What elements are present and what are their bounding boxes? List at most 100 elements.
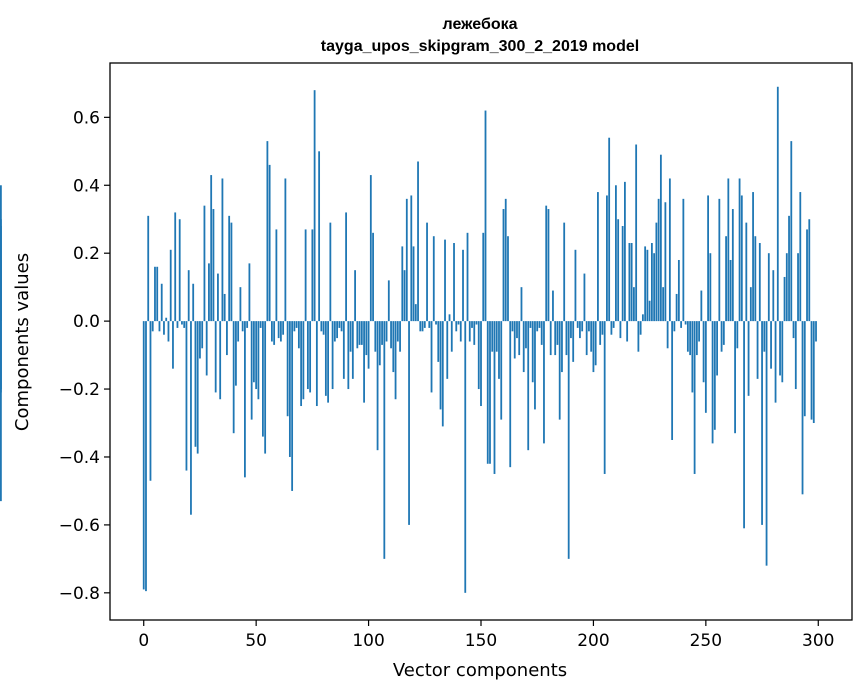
- bar-component-281: [774, 321, 777, 403]
- bar-component-265: [738, 178, 741, 322]
- bar-component-164: [511, 321, 514, 332]
- bar-component-33: [217, 273, 219, 322]
- bar-component-244: [691, 321, 694, 393]
- x-tick-label: 200: [577, 631, 609, 651]
- bar-component-225: [648, 300, 651, 322]
- bar-component-170: [525, 321, 527, 349]
- bar-component-140: [457, 321, 460, 325]
- bar-component-26: [201, 321, 204, 349]
- bar-component-155: [491, 321, 494, 352]
- x-axis-ticks: 0 50 100 150 200 250 300: [138, 620, 834, 651]
- bar-component-213: [621, 226, 624, 322]
- bar-component-158: [498, 321, 500, 379]
- bar-component-93: [351, 321, 354, 379]
- bar-component-22: [192, 283, 195, 322]
- bar-component-83: [329, 222, 332, 322]
- bar-component-132: [439, 321, 442, 410]
- bar-component-272: [754, 236, 757, 322]
- bar-component-133: [441, 321, 444, 427]
- bar-component-240: [682, 198, 685, 322]
- bar-component-268: [745, 222, 748, 322]
- x-axis-label: Vector components: [393, 660, 567, 681]
- bar-component-232: [664, 202, 667, 322]
- bar-component-90: [345, 212, 347, 322]
- bar-component-52: [259, 321, 262, 328]
- bar-component-167: [518, 321, 521, 356]
- bar-component-286: [785, 253, 788, 322]
- bar-component-251: [707, 195, 709, 322]
- bar-component-293: [801, 321, 804, 495]
- bar-component-29: [208, 263, 210, 322]
- bar-component-187: [563, 222, 566, 322]
- bar-component-57: [270, 321, 273, 342]
- bar-component-0: [142, 321, 145, 590]
- bar-component-137: [450, 321, 453, 352]
- bar-component-172: [529, 321, 532, 328]
- bar-component-249: [702, 321, 705, 383]
- bar-component-287: [788, 215, 790, 322]
- bar-component-96: [358, 321, 361, 345]
- bar-component-undefined: [0, 219, 2, 322]
- bar-component-128: [430, 321, 433, 393]
- bar-component-58: [273, 321, 276, 345]
- bar-component-109: [387, 280, 390, 322]
- bar-component-284: [781, 321, 784, 383]
- bar-component-252: [709, 253, 712, 322]
- bar-component-7: [158, 321, 161, 332]
- bar-component-82: [327, 321, 329, 403]
- bar-component-212: [619, 321, 622, 339]
- bar-component-256: [718, 198, 721, 322]
- bar-component-264: [736, 321, 739, 349]
- bar-component-94: [354, 270, 356, 322]
- bar-component-25: [199, 321, 201, 359]
- bar-component-299: [815, 321, 817, 342]
- bar-component-66: [291, 321, 294, 491]
- bar-component-152: [484, 110, 487, 322]
- y-tick-label: 0.4: [73, 176, 100, 196]
- bar-component-14: [174, 212, 177, 322]
- bar-component-220: [637, 321, 640, 352]
- bar-component-253: [711, 321, 714, 444]
- bar-component-98: [363, 321, 365, 403]
- bar-component-50: [255, 321, 258, 390]
- bar-component-185: [558, 321, 561, 420]
- bar-component-282: [776, 86, 779, 322]
- bar-component-70: [300, 321, 303, 407]
- bar-component-86: [336, 321, 338, 339]
- bar-component-23: [194, 321, 197, 447]
- bar-component-148: [475, 321, 478, 325]
- bar-component-188: [565, 321, 568, 356]
- bar-component-207: [608, 137, 611, 322]
- bar-component-27: [203, 205, 206, 322]
- bar-component-229: [657, 198, 660, 322]
- bar-component-261: [729, 259, 732, 322]
- bar-component-257: [720, 321, 723, 352]
- bar-component-160: [502, 209, 505, 322]
- bar-series: [0, 86, 817, 593]
- bar-component-13: [172, 321, 174, 369]
- bar-component-40: [232, 321, 235, 434]
- bar-component-210: [615, 185, 617, 322]
- bar-component-180: [547, 209, 550, 322]
- bar-component-126: [426, 222, 428, 322]
- bar-component-230: [659, 154, 662, 322]
- bar-component-242: [686, 321, 689, 352]
- bar-component-44: [241, 321, 244, 332]
- bar-component-34: [219, 321, 222, 400]
- bar-component-6: [156, 266, 159, 322]
- bar-component-235: [671, 321, 674, 440]
- bar-component-271: [752, 192, 754, 322]
- bar-component-178: [543, 321, 545, 444]
- bar-component-99: [365, 321, 368, 356]
- bar-component-150: [480, 321, 482, 407]
- bar-component-276: [763, 321, 766, 352]
- bar-component-206: [606, 195, 608, 322]
- bar-component-92: [349, 321, 352, 352]
- bar-component-161: [504, 198, 507, 322]
- bar-component-79: [320, 321, 323, 332]
- bar-component-103: [374, 321, 377, 352]
- bar-component-190: [570, 321, 572, 339]
- bar-component-238: [677, 259, 680, 322]
- bar-component-9: [163, 321, 165, 335]
- bar-component-119: [410, 195, 413, 322]
